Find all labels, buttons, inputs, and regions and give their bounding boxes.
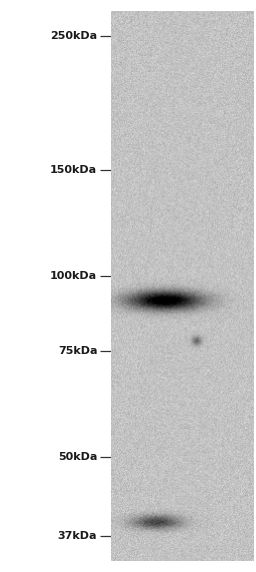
Text: 150kDa: 150kDa [50, 165, 97, 175]
Text: 100kDa: 100kDa [50, 271, 97, 281]
Text: 50kDa: 50kDa [58, 452, 97, 462]
Text: 75kDa: 75kDa [58, 346, 97, 356]
Text: 250kDa: 250kDa [50, 31, 97, 41]
Text: 37kDa: 37kDa [58, 531, 97, 541]
